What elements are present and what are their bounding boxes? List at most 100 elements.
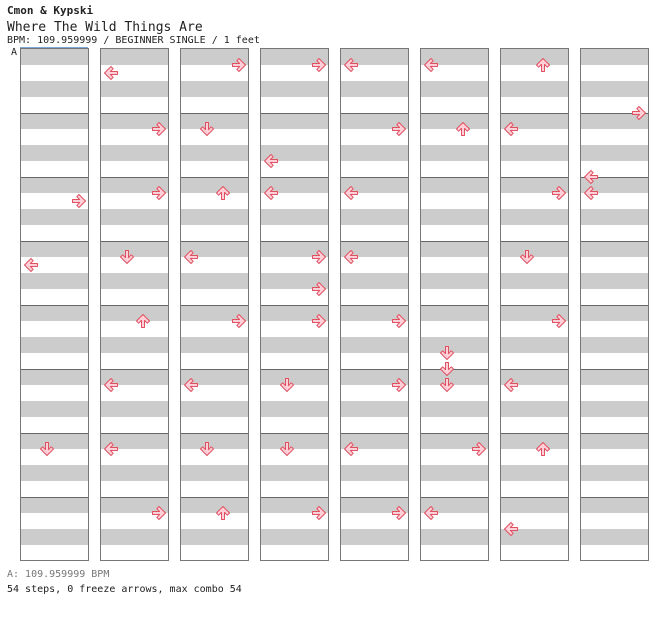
- step-arrow-right-icon: [472, 442, 486, 456]
- song-artist: Cmon & Kypski: [7, 4, 94, 17]
- measure-divider: [421, 497, 488, 498]
- measure-divider: [341, 369, 408, 370]
- step-arrow-right-icon: [392, 122, 406, 136]
- step-arrow-left-icon: [344, 186, 358, 200]
- bpm-marker-line: [20, 47, 88, 48]
- measure-divider: [261, 241, 328, 242]
- bpm-marker-label: A: [11, 47, 18, 58]
- step-arrow-left-icon: [344, 442, 358, 456]
- measure-divider: [261, 369, 328, 370]
- step-arrow-up-icon: [536, 58, 550, 72]
- measure-divider: [421, 305, 488, 306]
- step-arrow-right-icon: [632, 106, 646, 120]
- step-arrow-down-icon: [440, 346, 454, 360]
- step-arrow-down-icon: [120, 250, 134, 264]
- measure-divider: [261, 177, 328, 178]
- step-arrow-left-icon: [104, 378, 118, 392]
- measure-divider: [421, 241, 488, 242]
- step-arrow-down-icon: [200, 122, 214, 136]
- step-arrow-right-icon: [552, 186, 566, 200]
- measure-divider: [581, 497, 648, 498]
- measure-divider: [501, 113, 568, 114]
- step-arrow-up-icon: [456, 122, 470, 136]
- step-arrow-up-icon: [216, 506, 230, 520]
- measure-divider: [581, 177, 648, 178]
- chart-column-1: [20, 48, 89, 561]
- measure-divider: [341, 241, 408, 242]
- step-arrow-left-icon: [184, 250, 198, 264]
- measure-divider: [21, 369, 88, 370]
- measure-divider: [581, 113, 648, 114]
- step-arrow-left-icon: [184, 378, 198, 392]
- step-arrow-right-icon: [392, 378, 406, 392]
- measure-divider: [581, 241, 648, 242]
- measure-divider: [181, 497, 248, 498]
- measure-divider: [581, 433, 648, 434]
- chart-column-8: [580, 48, 649, 561]
- step-arrow-right-icon: [152, 506, 166, 520]
- step-arrow-left-icon: [104, 66, 118, 80]
- measure-divider: [21, 433, 88, 434]
- step-arrow-left-icon: [584, 186, 598, 200]
- measure-divider: [341, 433, 408, 434]
- step-arrow-right-icon: [552, 314, 566, 328]
- step-arrow-down-icon: [200, 442, 214, 456]
- measure-divider: [21, 177, 88, 178]
- measure-divider: [501, 497, 568, 498]
- measure-divider: [181, 177, 248, 178]
- measure-divider: [101, 497, 168, 498]
- measure-divider: [21, 113, 88, 114]
- measure-divider: [101, 433, 168, 434]
- step-arrow-right-icon: [312, 58, 326, 72]
- chart-info: BPM: 109.959999 / BEGINNER SINGLE / 1 fe…: [7, 35, 260, 46]
- measure-divider: [101, 177, 168, 178]
- step-arrow-left-icon: [504, 522, 518, 536]
- step-arrow-right-icon: [72, 194, 86, 208]
- step-arrow-right-icon: [392, 314, 406, 328]
- measure-divider: [501, 241, 568, 242]
- step-arrow-down-icon: [440, 378, 454, 392]
- measure-divider: [581, 305, 648, 306]
- step-arrow-left-icon: [504, 122, 518, 136]
- chart-column-6: [420, 48, 489, 561]
- step-arrow-down-icon: [40, 442, 54, 456]
- measure-divider: [501, 177, 568, 178]
- step-arrow-left-icon: [504, 378, 518, 392]
- chart-column-5: [340, 48, 409, 561]
- measure-divider: [421, 113, 488, 114]
- step-arrow-right-icon: [232, 314, 246, 328]
- measure-divider: [181, 369, 248, 370]
- step-arrow-left-icon: [424, 58, 438, 72]
- measure-divider: [181, 433, 248, 434]
- step-arrow-left-icon: [264, 186, 278, 200]
- measure-divider: [181, 241, 248, 242]
- step-arrow-right-icon: [392, 506, 406, 520]
- bpm-legend: A: 109.959999 BPM: [7, 569, 110, 580]
- chart-column-7: [500, 48, 569, 561]
- step-arrow-down-icon: [280, 378, 294, 392]
- step-arrow-right-icon: [152, 122, 166, 136]
- step-arrow-right-icon: [312, 250, 326, 264]
- measure-divider: [261, 305, 328, 306]
- step-arrow-down-icon: [520, 250, 534, 264]
- measure-divider: [421, 369, 488, 370]
- step-arrow-up-icon: [136, 314, 150, 328]
- measure-divider: [21, 497, 88, 498]
- measure-divider: [581, 369, 648, 370]
- measure-divider: [261, 497, 328, 498]
- step-arrow-up-icon: [216, 186, 230, 200]
- measure-divider: [421, 177, 488, 178]
- measure-divider: [501, 433, 568, 434]
- step-arrow-right-icon: [152, 186, 166, 200]
- step-arrow-right-icon: [312, 506, 326, 520]
- step-arrow-right-icon: [232, 58, 246, 72]
- measure-divider: [21, 241, 88, 242]
- measure-divider: [181, 305, 248, 306]
- step-arrow-up-icon: [536, 442, 550, 456]
- measure-divider: [501, 369, 568, 370]
- measure-divider: [341, 497, 408, 498]
- measure-divider: [101, 241, 168, 242]
- measure-divider: [101, 113, 168, 114]
- song-title: Where The Wild Things Are: [7, 20, 203, 35]
- measure-divider: [261, 113, 328, 114]
